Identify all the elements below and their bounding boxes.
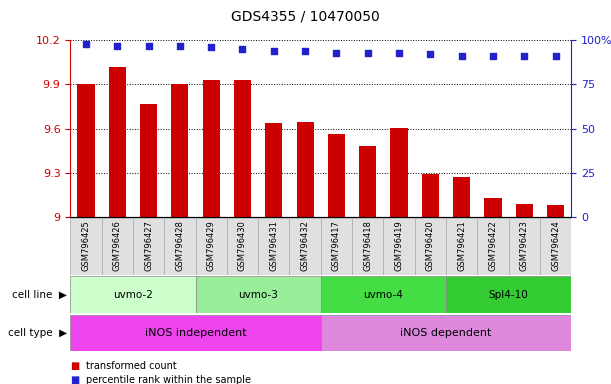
Text: ■: ■ — [70, 375, 79, 384]
Text: iNOS independent: iNOS independent — [145, 328, 246, 338]
Point — [457, 53, 467, 59]
Point — [551, 53, 560, 59]
Text: uvmo-4: uvmo-4 — [364, 290, 403, 300]
Text: GSM796430: GSM796430 — [238, 220, 247, 271]
Text: ■: ■ — [70, 361, 79, 371]
Bar — [485, 198, 502, 217]
Bar — [78, 84, 95, 217]
Bar — [70, 315, 321, 351]
Point — [81, 41, 91, 47]
Bar — [227, 218, 258, 275]
Text: GSM796429: GSM796429 — [207, 220, 216, 271]
Bar — [196, 276, 321, 313]
Point — [144, 43, 153, 49]
Text: GSM796422: GSM796422 — [489, 220, 497, 271]
Bar — [258, 218, 290, 275]
Bar — [328, 134, 345, 217]
Text: uvmo-2: uvmo-2 — [113, 290, 153, 300]
Bar — [101, 218, 133, 275]
Point — [332, 50, 342, 56]
Point — [207, 44, 216, 50]
Text: iNOS dependent: iNOS dependent — [400, 328, 492, 338]
Text: GSM796423: GSM796423 — [520, 220, 529, 271]
Text: GSM796419: GSM796419 — [395, 220, 403, 271]
Text: GSM796424: GSM796424 — [551, 220, 560, 271]
Point — [300, 48, 310, 54]
Bar — [265, 123, 282, 217]
Text: GSM796426: GSM796426 — [113, 220, 122, 271]
Bar — [422, 174, 439, 217]
Bar — [415, 218, 446, 275]
Bar — [446, 218, 477, 275]
Text: GSM796418: GSM796418 — [364, 220, 372, 271]
Bar — [547, 205, 564, 217]
Point — [269, 48, 279, 54]
Bar — [70, 218, 101, 275]
Bar — [516, 204, 533, 217]
Text: GSM796427: GSM796427 — [144, 220, 153, 271]
Bar — [196, 218, 227, 275]
Bar — [477, 218, 509, 275]
Point — [175, 43, 185, 49]
Text: GSM796432: GSM796432 — [301, 220, 310, 271]
Bar — [296, 122, 313, 217]
Bar — [321, 276, 446, 313]
Text: cell type  ▶: cell type ▶ — [8, 328, 67, 338]
Text: GDS4355 / 10470050: GDS4355 / 10470050 — [231, 10, 380, 23]
Text: GSM796421: GSM796421 — [457, 220, 466, 271]
Point — [363, 50, 373, 56]
Text: Spl4-10: Spl4-10 — [489, 290, 529, 300]
Bar — [133, 218, 164, 275]
Bar — [70, 276, 196, 313]
Bar — [384, 218, 415, 275]
Text: percentile rank within the sample: percentile rank within the sample — [86, 375, 251, 384]
Bar — [234, 80, 251, 217]
Point — [519, 53, 529, 59]
Bar — [171, 84, 188, 217]
Bar — [359, 146, 376, 217]
Point — [488, 53, 498, 59]
Point — [425, 51, 435, 58]
Text: GSM796420: GSM796420 — [426, 220, 435, 271]
Text: transformed count: transformed count — [86, 361, 177, 371]
Bar — [321, 315, 571, 351]
Bar — [203, 80, 220, 217]
Bar — [140, 104, 157, 217]
Bar — [164, 218, 196, 275]
Bar — [352, 218, 384, 275]
Bar — [509, 218, 540, 275]
Point — [112, 43, 122, 49]
Text: GSM796425: GSM796425 — [81, 220, 90, 271]
Text: GSM796431: GSM796431 — [269, 220, 278, 271]
Bar — [390, 128, 408, 217]
Bar — [453, 177, 470, 217]
Bar — [540, 218, 571, 275]
Text: GSM796428: GSM796428 — [175, 220, 185, 271]
Text: uvmo-3: uvmo-3 — [238, 290, 278, 300]
Bar — [446, 276, 571, 313]
Point — [394, 50, 404, 56]
Text: GSM796417: GSM796417 — [332, 220, 341, 271]
Bar — [109, 67, 126, 217]
Point — [238, 46, 247, 52]
Text: cell line  ▶: cell line ▶ — [12, 290, 67, 300]
Bar — [290, 218, 321, 275]
Bar — [321, 218, 352, 275]
